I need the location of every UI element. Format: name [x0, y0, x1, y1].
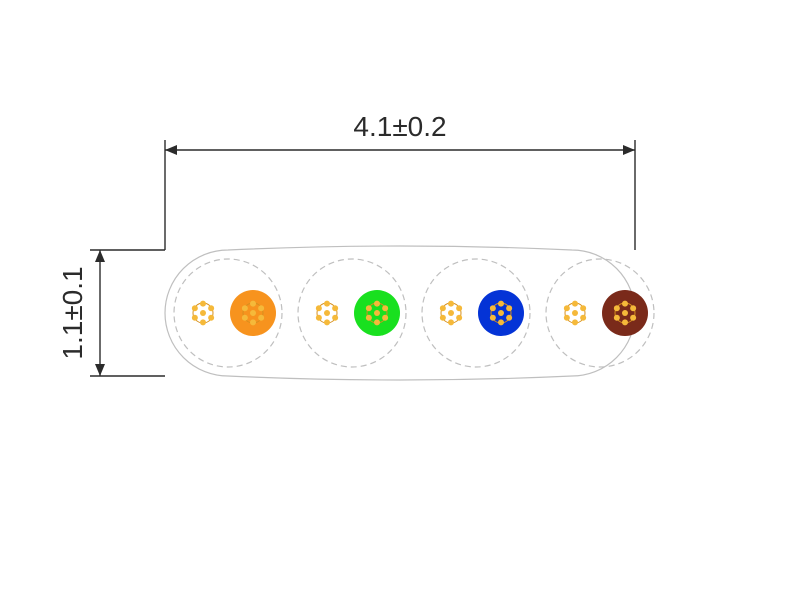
dimension-width: 4.1±0.2: [165, 111, 635, 250]
strand: [440, 305, 446, 311]
strand: [622, 301, 628, 307]
strand: [448, 319, 454, 325]
strand: [440, 315, 446, 321]
strand: [456, 315, 462, 321]
strand: [258, 305, 264, 311]
strand: [374, 310, 380, 316]
strand: [374, 319, 380, 325]
strand: [498, 319, 504, 325]
strand: [200, 301, 206, 307]
strand: [200, 310, 206, 316]
strand: [250, 301, 256, 307]
strand: [208, 315, 214, 321]
strand: [242, 305, 248, 311]
strand: [506, 305, 512, 311]
strand: [332, 305, 338, 311]
strand: [572, 301, 578, 307]
strand: [580, 315, 586, 321]
strand: [572, 319, 578, 325]
strand: [456, 305, 462, 311]
dimension-height: 1.1±0.1: [57, 250, 165, 376]
strand: [490, 315, 496, 321]
strand: [332, 315, 338, 321]
arrow-left: [165, 145, 177, 155]
strand: [324, 301, 330, 307]
strand: [316, 305, 322, 311]
strand: [622, 319, 628, 325]
strand: [498, 301, 504, 307]
strand: [374, 301, 380, 307]
strand: [580, 305, 586, 311]
strand: [448, 310, 454, 316]
strand: [630, 305, 636, 311]
strand: [192, 315, 198, 321]
strand: [192, 305, 198, 311]
strand: [630, 315, 636, 321]
strand: [324, 319, 330, 325]
strand: [564, 305, 570, 311]
strand: [208, 305, 214, 311]
strand: [614, 315, 620, 321]
arrow-bottom: [95, 364, 105, 376]
strand: [366, 305, 372, 311]
strand: [614, 305, 620, 311]
strand: [200, 319, 206, 325]
arrow-right: [623, 145, 635, 155]
strand: [572, 310, 578, 316]
strand: [448, 301, 454, 307]
dimension-width-label: 4.1±0.2: [353, 111, 446, 142]
strand: [622, 310, 628, 316]
dimension-height-label: 1.1±0.1: [57, 266, 88, 359]
strand: [564, 315, 570, 321]
strand: [258, 315, 264, 321]
cable-cross-section-drawing: 4.1±0.2 1.1±0.1: [0, 0, 800, 600]
strand: [250, 310, 256, 316]
strand: [366, 315, 372, 321]
strand: [490, 305, 496, 311]
arrow-top: [95, 250, 105, 262]
strand: [382, 315, 388, 321]
strand: [242, 315, 248, 321]
strand: [324, 310, 330, 316]
strand: [316, 315, 322, 321]
strand: [250, 319, 256, 325]
strand: [506, 315, 512, 321]
strand: [498, 310, 504, 316]
strand: [382, 305, 388, 311]
